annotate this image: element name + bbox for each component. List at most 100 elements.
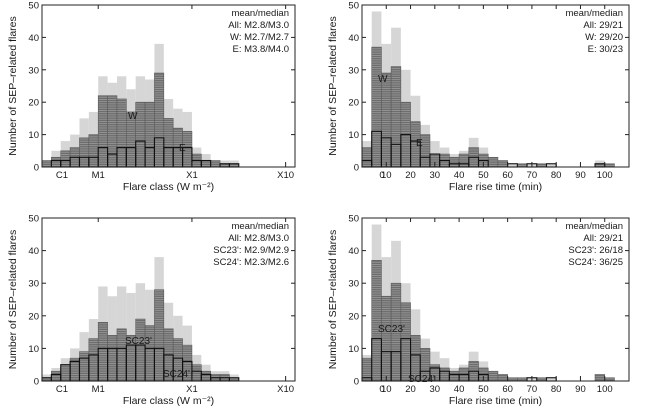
bar-sub1 [97, 322, 108, 382]
bar-sub1 [201, 370, 211, 382]
x-tick-label: M1 [92, 384, 105, 395]
series-label-1: W [378, 74, 388, 85]
x-tick-label: 30 [430, 170, 441, 181]
y-axis-label: Number of SEP–related flares [7, 230, 19, 369]
stats-header: mean/median [231, 221, 289, 232]
x-tick-label: 40 [454, 384, 465, 395]
stats-header: mean/median [231, 8, 289, 19]
series-label-1: SC23' [125, 336, 152, 347]
y-tick-label: 10 [28, 344, 39, 355]
stats-line: All: 29/21 [583, 233, 623, 244]
x-tick-label: X10 [277, 170, 294, 181]
series-label-2: SC24' [163, 369, 190, 380]
bar-sub1 [135, 318, 146, 382]
x-tick-label: 20 [405, 384, 416, 395]
plot-frame [361, 4, 630, 168]
x-axis-label: Flare rise time (min) [449, 181, 542, 193]
bar-sub1 [497, 160, 508, 168]
plot-frame [41, 4, 296, 168]
bar-sub1 [154, 72, 165, 168]
y-tick-label: 50 [28, 1, 39, 12]
bar-sub1 [594, 374, 606, 382]
x-tick-label: 70 [527, 384, 538, 395]
x-axis-label: Flare rise time (min) [449, 395, 542, 407]
x-tick-label: 0 [379, 170, 384, 181]
stats-line: E: M3.8/M4.0 [233, 44, 290, 55]
stats-line: E: 30/23 [588, 44, 623, 55]
stats-header: mean/median [565, 8, 623, 19]
stats-line: All: M2.8/M3.0 [228, 20, 289, 31]
panel-a: 0 10 20 30 40 50 C1 M1 X1 X10 Flare class (W m⁻²) N… [7, 1, 296, 193]
bar-all [507, 163, 518, 167]
y-tick-label: 30 [28, 279, 39, 290]
series-label-2: E [179, 143, 186, 154]
y-tick-label: 40 [28, 33, 39, 44]
bar-sub1 [144, 325, 155, 382]
bar-sub1 [88, 338, 99, 382]
x-tick-label: 100 [597, 170, 613, 181]
y-axis-label: Number of SEP–related flares [7, 16, 19, 155]
bar-sub1 [79, 351, 90, 382]
bar-sub1 [107, 95, 118, 168]
bar-sub1 [400, 302, 411, 382]
y-tick-label: 30 [348, 279, 359, 290]
x-tick-label: 30 [430, 384, 441, 395]
stats-line: All: 29/21 [583, 20, 623, 31]
bar-sub1 [487, 156, 499, 168]
bar-sub1 [116, 98, 127, 168]
stats-line: W: M2.7/M2.7 [230, 32, 289, 43]
x-tick-label: X1 [186, 170, 198, 181]
series-label-2: E [416, 138, 423, 149]
bar-sub1 [371, 46, 382, 168]
y-tick-label: 50 [348, 214, 359, 225]
stats-line: SC23': 26/18 [568, 245, 623, 256]
y-tick-label: 40 [348, 33, 359, 44]
y-axis-label: Number of SEP–related flares [327, 16, 339, 155]
y-tick-label: 10 [348, 344, 359, 355]
x-tick-label: M1 [92, 170, 105, 181]
bar-sub1 [381, 72, 392, 168]
y-tick-label: 0 [354, 163, 359, 174]
series-label-1: SC23' [378, 324, 405, 335]
stats-line: W: 29/20 [585, 32, 623, 43]
stats-line: SC23': M2.9/M2.9 [213, 245, 289, 256]
bar-sub1 [201, 160, 211, 168]
y-tick-label: 10 [348, 130, 359, 141]
bar-sub1 [51, 156, 62, 168]
y-tick-label: 20 [28, 311, 39, 322]
series-label-1: W [128, 111, 138, 122]
bar-sub1 [191, 364, 202, 382]
x-tick-label: 70 [527, 170, 538, 181]
y-axis-label: Number of SEP–related flares [327, 230, 339, 369]
bar-sub1 [381, 295, 392, 382]
stats-line: SC24': M2.3/M2.6 [213, 257, 289, 268]
x-tick-label: 90 [575, 170, 586, 181]
x-tick-label: 40 [454, 170, 465, 181]
bar-sub1 [497, 374, 508, 382]
x-tick-label: 50 [478, 170, 489, 181]
bar-sub1 [60, 364, 71, 382]
y-tick-label: 40 [28, 246, 39, 257]
bar-sub1 [154, 289, 165, 382]
bar-sub1 [390, 66, 402, 168]
y-tick-label: 0 [34, 163, 39, 174]
x-tick-label: 10 [381, 384, 392, 395]
x-tick-label: 80 [551, 170, 562, 181]
bar-sub1 [361, 147, 373, 168]
bar-sub1 [458, 153, 470, 168]
x-tick-label: 10 [381, 170, 392, 181]
plot-frame [361, 217, 630, 382]
bar-all [546, 377, 557, 381]
plot-frame [41, 217, 296, 382]
bar-sub1 [144, 101, 155, 168]
y-tick-label: 50 [28, 214, 39, 225]
x-axis-label: Flare class (W m⁻²) [123, 181, 214, 193]
y-tick-label: 20 [28, 98, 39, 109]
y-tick-label: 40 [348, 246, 359, 257]
x-tick-label: 60 [502, 170, 513, 181]
panel-c: 0 10 20 30 40 50 C1 M1 X1 X10 Flare class (W m⁻²) N… [7, 214, 296, 407]
x-tick-label: 0 [379, 384, 384, 395]
stats-line: SC24': 36/25 [568, 257, 623, 268]
y-tick-label: 0 [354, 377, 359, 388]
